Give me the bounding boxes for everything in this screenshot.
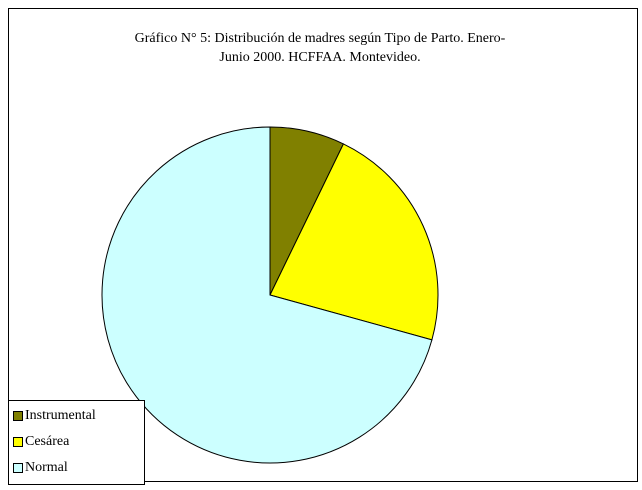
legend-swatch [13,411,23,421]
pie-slice [269,143,439,341]
pie-slice [101,126,433,464]
legend: Instrumental Cesárea Normal [8,400,145,485]
legend-swatch [13,437,23,447]
legend-item: Instrumental [13,403,144,429]
chart-frame [8,8,638,482]
legend-item: Normal [13,455,144,481]
legend-swatch [13,463,23,473]
legend-label: Cesárea [25,434,70,449]
chart-title: Gráfico N° 5: Distribución de madres seg… [134,31,506,65]
legend-label: Instrumental [25,408,96,423]
legend-item: Cesárea [13,429,144,455]
legend-label: Normal [25,460,68,475]
